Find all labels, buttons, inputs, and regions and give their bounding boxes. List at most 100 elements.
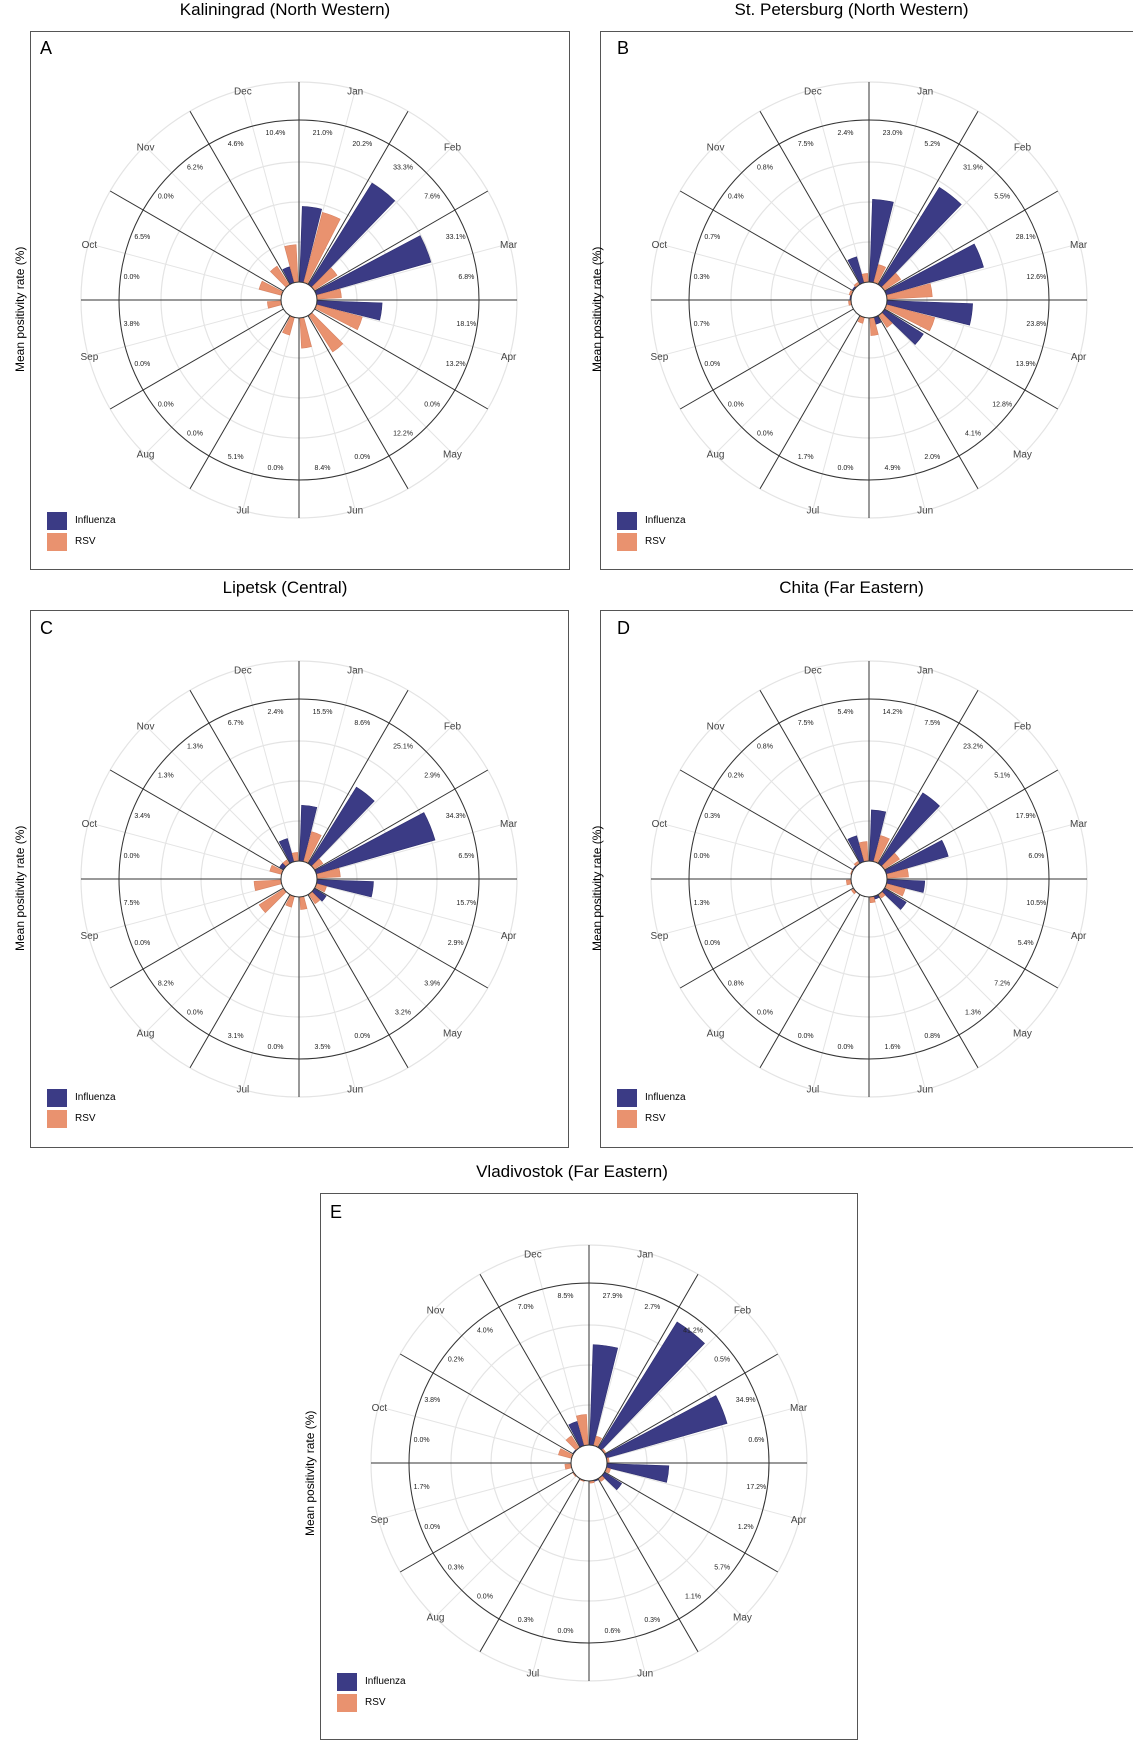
month-label-feb: Feb xyxy=(734,1306,752,1317)
month-divider xyxy=(604,1353,779,1455)
influenza-value-label-oct: 0.0% xyxy=(124,274,140,281)
month-label-jan: Jan xyxy=(917,665,933,676)
month-divider xyxy=(307,315,409,490)
influenza-value-label-dec: 4.6% xyxy=(228,141,244,148)
month-label-feb: Feb xyxy=(444,143,462,154)
panel-c: Lipetsk (Central) C Mean positivity rate… xyxy=(0,578,570,1153)
grid-spoke xyxy=(658,304,852,357)
panel-letter: A xyxy=(40,38,53,58)
month-label-sep: Sep xyxy=(370,1515,388,1526)
legend-label-influenza: Influenza xyxy=(645,515,686,526)
panel-letter: B xyxy=(617,38,630,58)
legend: Influenza RSV xyxy=(617,510,686,552)
grid-spoke xyxy=(88,243,282,296)
month-label-nov: Nov xyxy=(707,143,725,154)
influenza-value-label-nov: 0.2% xyxy=(448,1356,464,1363)
grid-spoke xyxy=(88,883,282,936)
rsv-value-label-jan: 8.6% xyxy=(354,720,370,727)
polar-chart: 23.0% 5.2% Jan 31.9% 5.5% Feb 28.1% 12.6% Mar 23.… xyxy=(650,81,1088,519)
grid-spoke xyxy=(316,243,510,296)
grid-spoke xyxy=(434,1308,577,1451)
influenza-value-label-jul: 0.0% xyxy=(267,1044,283,1051)
month-divider xyxy=(759,894,861,1069)
month-label-jan: Jan xyxy=(917,86,933,97)
influenza-value-label-apr: 15.7% xyxy=(456,900,476,907)
polar-chart: 14.2% 7.5% Jan 23.2% 5.1% Feb 17.9% 6.0% Mar 10.5… xyxy=(650,660,1088,1098)
center-hole xyxy=(570,1444,608,1482)
influenza-value-label-sep: 0.0% xyxy=(704,940,720,947)
influenza-value-label-sep: 0.0% xyxy=(424,1524,440,1531)
influenza-value-label-apr: 10.5% xyxy=(1026,900,1046,907)
rsv-value-label-feb: 5.1% xyxy=(994,772,1010,779)
rsv-value-label-nov: 6.2% xyxy=(187,164,203,171)
rsv-value-label-oct: 6.5% xyxy=(134,234,150,241)
month-label-aug: Aug xyxy=(707,449,725,460)
month-label-oct: Oct xyxy=(652,819,668,830)
rsv-value-label-nov: 0.8% xyxy=(757,743,773,750)
month-label-dec: Dec xyxy=(804,86,822,97)
influenza-value-label-aug: 0.0% xyxy=(187,431,203,438)
month-label-jul: Jul xyxy=(236,1085,249,1096)
legend-swatch-influenza xyxy=(337,1672,357,1691)
rsv-value-label-mar: 6.0% xyxy=(1028,853,1044,860)
legend-label-rsv: RSV xyxy=(645,1113,666,1124)
month-divider xyxy=(759,689,861,864)
month-label-mar: Mar xyxy=(1070,819,1088,830)
rsv-value-label-apr: 13.2% xyxy=(446,361,466,368)
month-label-feb: Feb xyxy=(1014,722,1032,733)
rsv-value-label-sep: 1.7% xyxy=(414,1484,430,1491)
month-divider xyxy=(679,887,854,989)
rsv-value-label-mar: 0.6% xyxy=(748,1437,764,1444)
rsv-value-label-feb: 2.9% xyxy=(424,772,440,779)
grid-spoke xyxy=(658,883,852,936)
grid-spoke xyxy=(242,317,295,511)
influenza-value-label-oct: 0.0% xyxy=(694,853,710,860)
rsv-value-label-may: 12.2% xyxy=(393,431,413,438)
grid-spoke xyxy=(812,317,865,511)
legend-label-rsv: RSV xyxy=(75,536,96,547)
influenza-value-label-may: 12.8% xyxy=(992,402,1012,409)
legend-swatch-rsv xyxy=(617,532,637,551)
influenza-value-label-jun: 0.3% xyxy=(644,1617,660,1624)
rsv-value-label-sep: 0.7% xyxy=(694,321,710,328)
influenza-value-label-mar: 34.3% xyxy=(446,813,466,820)
influenza-value-label-feb: 31.9% xyxy=(963,164,983,171)
grid-spoke xyxy=(242,896,295,1090)
rsv-value-label-aug: 0.0% xyxy=(158,402,174,409)
month-divider xyxy=(307,689,409,864)
month-divider xyxy=(307,110,409,285)
rsv-value-label-jan: 7.5% xyxy=(924,720,940,727)
panel-title: Kaliningrad (North Western) xyxy=(179,0,391,19)
influenza-value-label-jun: 0.0% xyxy=(354,1033,370,1040)
month-label-jul: Jul xyxy=(236,506,249,517)
month-divider xyxy=(877,894,979,1069)
month-label-apr: Apr xyxy=(501,931,517,942)
center-hole xyxy=(280,860,318,898)
month-divider xyxy=(877,110,979,285)
legend-swatch-influenza xyxy=(617,511,637,530)
rsv-bar-sep xyxy=(253,879,282,892)
panel-b: St. Petersburg (North Western) B Mean po… xyxy=(570,0,1133,575)
grid-spoke xyxy=(311,724,454,867)
month-label-jun: Jun xyxy=(917,506,933,517)
month-label-mar: Mar xyxy=(790,1403,808,1414)
rsv-bar-jun xyxy=(299,317,312,349)
month-label-nov: Nov xyxy=(137,143,155,154)
rsv-value-label-jun: 3.5% xyxy=(315,1044,331,1051)
center-hole xyxy=(850,281,888,319)
rsv-value-label-oct: 0.3% xyxy=(704,813,720,820)
influenza-value-label-may: 5.7% xyxy=(714,1565,730,1572)
influenza-value-label-aug: 0.0% xyxy=(187,1010,203,1017)
rsv-value-label-sep: 1.3% xyxy=(694,900,710,907)
grid-spoke xyxy=(812,89,865,283)
influenza-value-label-oct: 0.0% xyxy=(124,853,140,860)
month-label-mar: Mar xyxy=(500,240,518,251)
month-divider xyxy=(479,1478,581,1653)
grid-spoke xyxy=(714,891,857,1034)
month-label-jun: Jun xyxy=(347,1085,363,1096)
month-label-jan: Jan xyxy=(347,86,363,97)
legend-item-influenza: Influenza xyxy=(47,1087,116,1108)
month-label-sep: Sep xyxy=(650,352,668,363)
influenza-value-label-sep: 0.0% xyxy=(704,361,720,368)
influenza-value-label-jun: 0.8% xyxy=(924,1033,940,1040)
